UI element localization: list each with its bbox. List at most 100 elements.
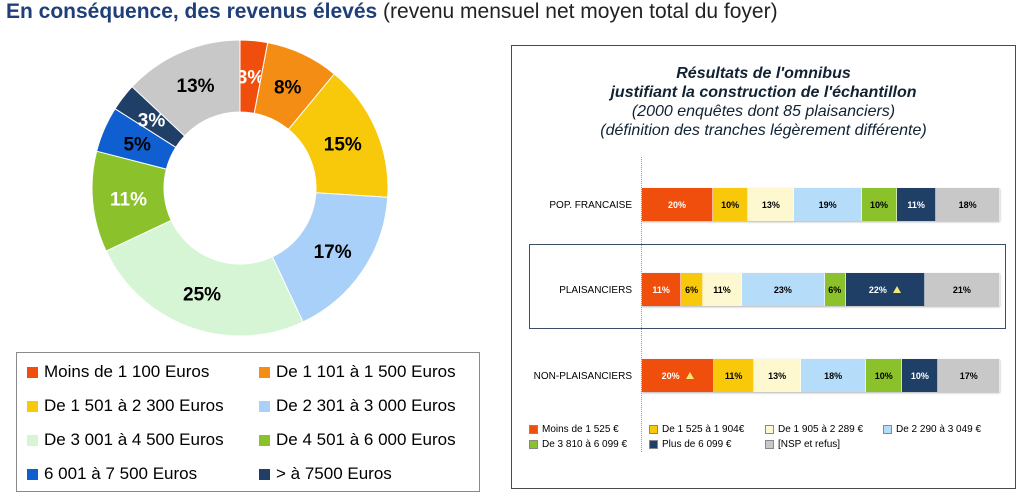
bar-segment-0-5: 11% (897, 188, 937, 221)
bar-segment-label: 11% (652, 284, 670, 295)
legend-swatch (649, 425, 658, 434)
bar-row-2: 20% 11% 13% 18% 10% 10% 17% (642, 359, 1000, 392)
bar-segment-label: 10% (869, 199, 888, 210)
bar-segment-label: 6% (828, 284, 842, 295)
legend-label: De 2 301 à 3 000 Euros (276, 396, 456, 415)
donut-label-2: 15% (324, 135, 362, 156)
omnibus-panel: Résultats de l'omnibus justifiant la con… (511, 45, 1016, 489)
bar-segment-1-2: 11% (702, 273, 743, 306)
donut-chart: 3% 8% 15% 17% 25% 11% 5% 3% 13% (91, 39, 389, 337)
legend-swatch (649, 440, 658, 449)
warning-triangle-icon (685, 372, 694, 379)
row-label-0: POP. FRANCAISE (549, 200, 632, 211)
bar-segment-label: 11% (724, 370, 743, 381)
legend-label: De 1 501 à 2 300 Euros (44, 396, 224, 415)
bar-segment-0-6: 18% (936, 188, 1000, 221)
omnibus-legend-item-4: De 3 810 à 6 099 € (529, 439, 627, 450)
bar-segment-label: 20% (661, 370, 680, 381)
title-bold: En conséquence, des revenus élevés (6, 0, 378, 23)
bar-segment-label: 13% (768, 370, 787, 381)
legend-label: [NSP et refus] (778, 439, 841, 450)
bar-segment-1-5: 22% (846, 273, 925, 306)
legend-label: Moins de 1 100 Euros (44, 362, 210, 381)
donut-legend-item-6: 6 001 à 7 500 Euros (27, 464, 197, 484)
donut-legend: Moins de 1 100 Euros De 1 101 à 1 500 Eur… (16, 352, 480, 492)
omnibus-legend-item-0: Moins de 1 525 € (529, 424, 619, 435)
bar-segment-1-4: 6% (824, 273, 847, 306)
bar-segment-1-3: 23% (742, 273, 825, 306)
bar-segment-label: 6% (685, 284, 699, 295)
legend-swatch (27, 468, 38, 480)
bar-segment-1-6: 21% (924, 273, 1000, 306)
omnibus-header: Résultats de l'omnibus justifiant la con… (512, 64, 1015, 140)
legend-label: Moins de 1 525 € (542, 424, 619, 435)
legend-label: De 4 501 à 6 000 Euros (276, 430, 456, 449)
bar-segment-label: 10% (721, 199, 740, 210)
bar-segment-0-0: 20% (642, 188, 713, 221)
donut-label-8: 13% (177, 76, 215, 97)
bar-segment-2-5: 10% (902, 359, 939, 392)
donut-slice-8 (131, 39, 241, 137)
omnibus-legend-item-1: De 1 525 à 1 904€ (649, 424, 744, 435)
donut-legend-item-2: De 1 501 à 2 300 Euros (27, 396, 224, 416)
omnibus-legend: Moins de 1 525 € De 1 525 à 1 904€ De 1 90… (529, 424, 1009, 454)
axis-separator (641, 157, 642, 452)
legend-swatch (259, 400, 270, 412)
omnibus-title-line-2: justifiant la construction de l'échantil… (610, 84, 917, 101)
bar-row-1: 11% 6% 11% 23% 6% 22% 21% (642, 273, 1000, 306)
bar-segment-label: 18% (958, 199, 977, 210)
bar-segment-0-3: 19% (794, 188, 862, 221)
bar-segment-label: 21% (952, 284, 971, 295)
legend-label: De 1 905 à 2 289 € (778, 424, 864, 435)
bar-segment-2-4: 10% (866, 359, 903, 392)
legend-label: De 2 290 à 3 049 € (896, 424, 982, 435)
legend-label: De 3 001 à 4 500 Euros (44, 430, 224, 449)
bar-segment-label: 22% (868, 284, 887, 295)
donut-legend-item-1: De 1 101 à 1 500 Euros (259, 362, 456, 382)
legend-swatch (259, 434, 270, 446)
page-title: En conséquence, des revenus élevés (reve… (6, 0, 778, 24)
legend-swatch (27, 434, 38, 446)
legend-swatch (765, 440, 774, 449)
legend-label: > à 7500 Euros (276, 464, 392, 483)
omnibus-legend-item-2: De 1 905 à 2 289 € (765, 424, 863, 435)
bar-segment-0-1: 10% (712, 188, 749, 221)
warning-triangle-icon (892, 286, 901, 293)
donut-legend-item-7: > à 7500 Euros (259, 464, 392, 484)
bar-segment-label: 11% (713, 284, 731, 295)
legend-swatch (27, 400, 38, 412)
bar-segment-2-3: 18% (801, 359, 867, 392)
omnibus-title-line-1: Résultats de l'omnibus (676, 65, 851, 82)
omnibus-legend-item-5: Plus de 6 099 € (649, 439, 732, 450)
legend-label: De 3 810 à 6 099 € (542, 439, 628, 450)
donut-label-0: 3% (237, 67, 265, 88)
legend-label: Plus de 6 099 € (662, 439, 732, 450)
bar-segment-label: 13% (761, 199, 780, 210)
legend-label: 6 001 à 7 500 Euros (44, 464, 198, 483)
bar-segment-0-4: 10% (861, 188, 898, 221)
omnibus-subtitle-line-1: (2000 enquêtes dont 85 plaisanciers) (631, 103, 896, 120)
donut-legend-item-4: De 3 001 à 4 500 Euros (27, 430, 224, 450)
legend-label: De 1 101 à 1 500 Euros (276, 362, 456, 381)
legend-swatch (529, 440, 538, 449)
donut-label-6: 5% (123, 135, 151, 156)
bar-segment-label: 18% (824, 370, 843, 381)
donut-legend-item-3: De 2 301 à 3 000 Euros (259, 396, 456, 416)
bar-row-0: 20% 10% 13% 19% 10% 11% 18% (642, 188, 1000, 221)
legend-swatch (259, 366, 270, 378)
bar-segment-label: 10% (874, 370, 893, 381)
donut-legend-item-5: De 4 501 à 6 000 Euros (259, 430, 456, 450)
donut-label-1: 8% (274, 78, 302, 99)
legend-swatch (529, 425, 538, 434)
donut-label-3: 17% (314, 242, 352, 263)
legend-label: De 1 525 à 1 904€ (662, 424, 745, 435)
bar-segment-label: 23% (773, 284, 792, 295)
legend-swatch (883, 425, 892, 434)
donut-legend-item-0: Moins de 1 100 Euros (27, 362, 209, 382)
bar-segment-label: 20% (667, 199, 686, 210)
bar-segment-label: 17% (959, 370, 978, 381)
bar-segment-2-6: 17% (938, 359, 1000, 392)
bar-segment-label: 10% (910, 370, 929, 381)
bar-segment-1-0: 11% (642, 273, 682, 306)
omnibus-legend-item-6: [NSP et refus] (765, 439, 840, 450)
